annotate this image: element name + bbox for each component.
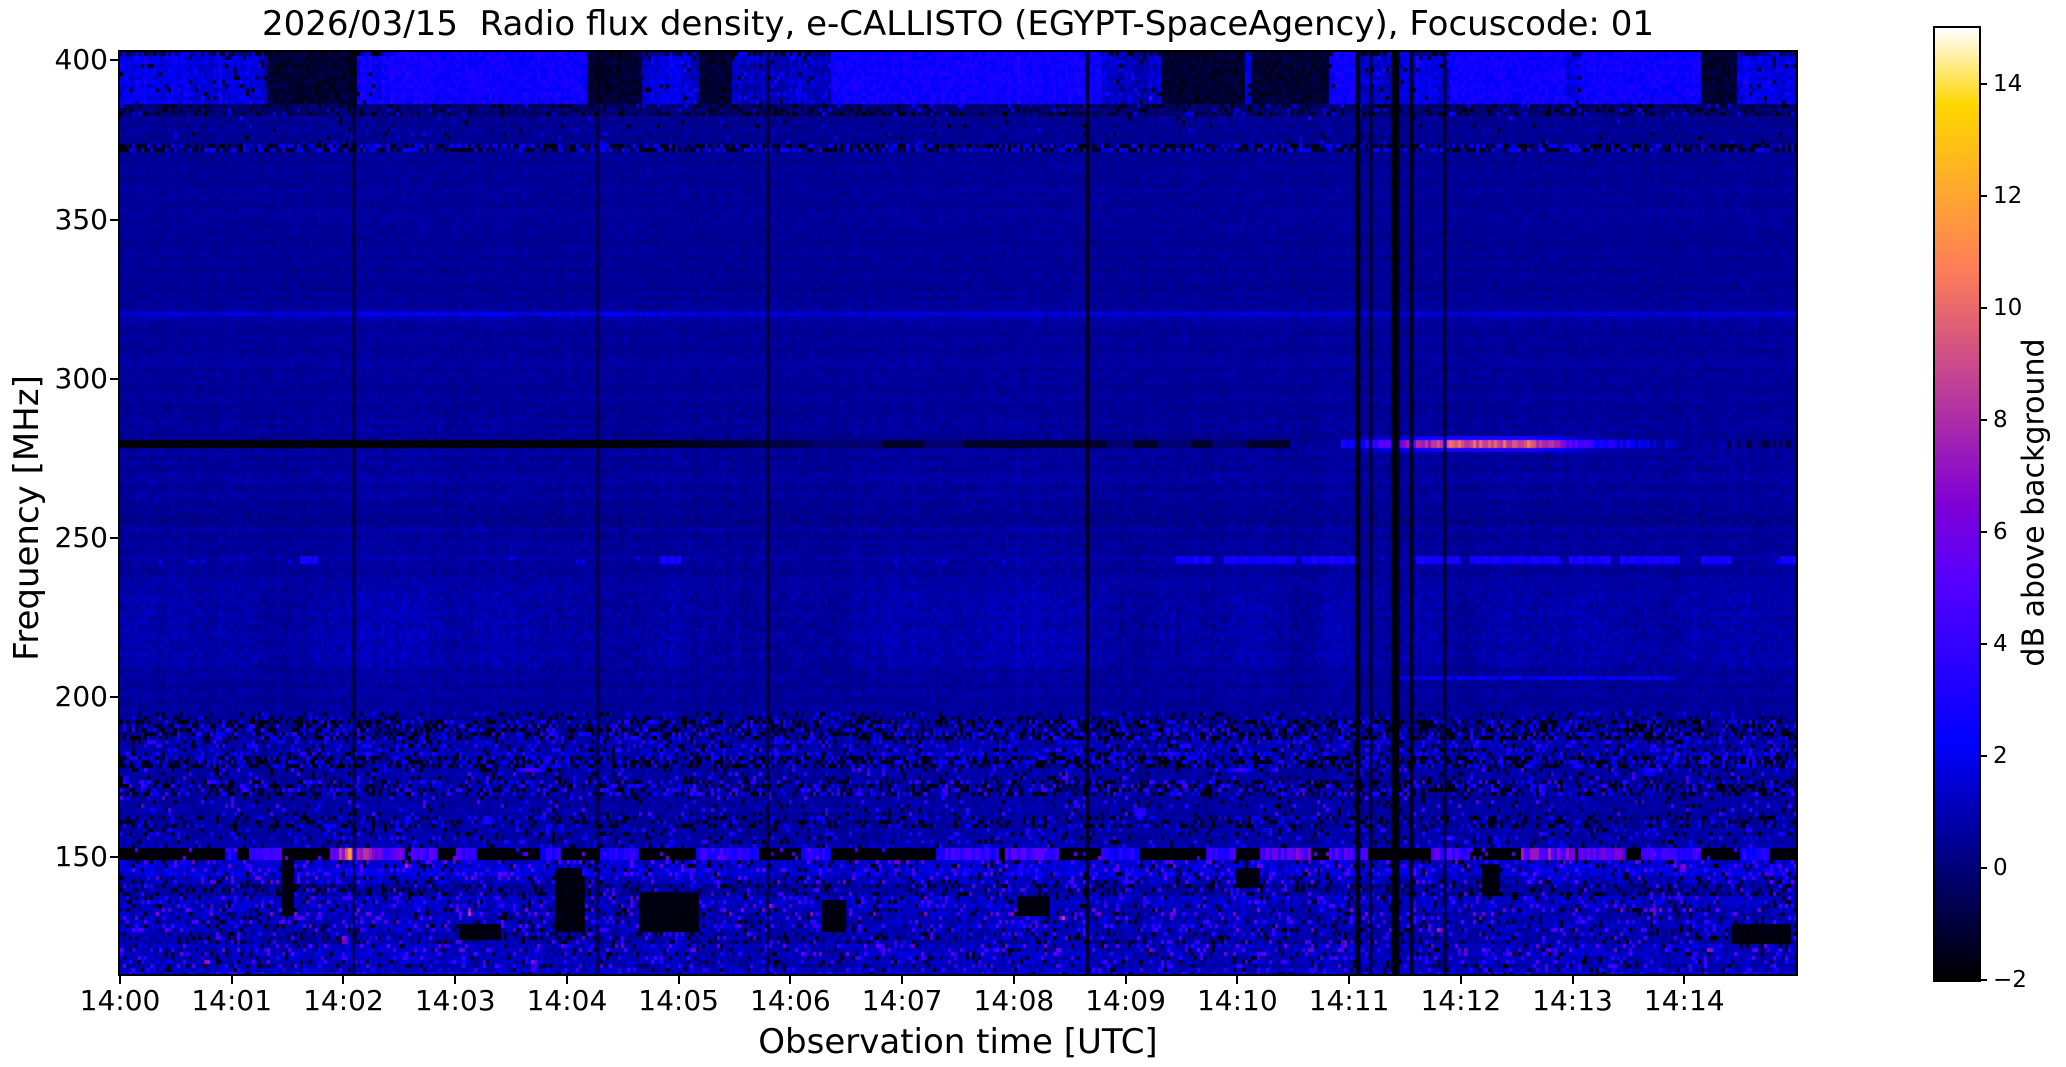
x-tick-label: 14:12 — [1420, 984, 1502, 1017]
x-tick-mark — [342, 974, 345, 984]
x-tick-label: 14:01 — [191, 984, 273, 1017]
y-tick-label: 250 — [54, 521, 108, 555]
x-tick-mark — [119, 974, 121, 984]
y-tick-mark — [110, 696, 120, 699]
x-tick-mark — [1459, 974, 1462, 984]
y-tick-mark — [110, 537, 120, 540]
x-tick-label: 14:03 — [414, 984, 496, 1017]
x-tick-label: 14:00 — [79, 984, 161, 1017]
x-tick-label: 14:13 — [1532, 984, 1613, 1017]
colorbar-tick-mark — [1979, 531, 1987, 533]
y-tick-mark — [110, 377, 120, 380]
y-tick-label: 400 — [54, 43, 108, 77]
colorbar-tick-label: 0 — [1993, 855, 2008, 881]
y-tick-mark — [110, 59, 120, 62]
x-tick-label: 14:07 — [861, 984, 943, 1017]
colorbar-tick-label: 4 — [1993, 631, 2008, 657]
x-tick-label: 14:10 — [1196, 984, 1278, 1017]
x-tick-mark — [454, 974, 457, 984]
x-tick-label: 14:05 — [638, 984, 719, 1017]
colorbar-tick-mark — [1979, 307, 1987, 309]
y-tick-label: 150 — [54, 839, 108, 873]
colorbar-tick-mark — [1979, 979, 1987, 981]
colorbar-tick-label: 14 — [1993, 71, 2023, 97]
colorbar-canvas — [1935, 28, 1979, 980]
chart-title: 2026/03/15 Radio flux density, e-CALLIST… — [262, 4, 1654, 44]
x-tick-mark — [901, 974, 904, 984]
x-tick-mark — [789, 974, 792, 984]
x-axis-label: Observation time [UTC] — [758, 1022, 1158, 1062]
x-tick-label: 14:11 — [1308, 984, 1390, 1017]
colorbar-tick-mark — [1979, 643, 1987, 645]
x-tick-label: 14:06 — [750, 984, 831, 1017]
colorbar-tick-label: 8 — [1993, 407, 2008, 433]
spectrogram-canvas — [120, 52, 1796, 974]
colorbar-tick-mark — [1979, 755, 1987, 757]
x-tick-mark — [1012, 974, 1015, 984]
colorbar-tick-label: 10 — [1993, 295, 2023, 321]
x-tick-mark — [1236, 974, 1239, 984]
y-tick-label: 200 — [54, 680, 108, 714]
y-tick-mark — [110, 855, 120, 858]
x-tick-mark — [1571, 974, 1574, 984]
colorbar-tick-mark — [1979, 83, 1987, 85]
x-tick-mark — [230, 974, 233, 984]
x-tick-mark — [1348, 974, 1351, 984]
y-tick-label: 300 — [54, 361, 108, 395]
y-tick-label: 350 — [54, 202, 108, 236]
colorbar — [1933, 26, 1981, 982]
x-tick-label: 14:02 — [303, 984, 384, 1017]
x-tick-mark — [565, 974, 568, 984]
colorbar-tick-mark — [1979, 195, 1987, 197]
colorbar-tick-label: 2 — [1993, 743, 2008, 769]
x-tick-mark — [1124, 974, 1127, 984]
colorbar-tick-label: 12 — [1993, 183, 2023, 209]
x-tick-label: 14:04 — [526, 984, 608, 1017]
x-tick-mark — [1683, 974, 1686, 984]
spectrogram-plot-area — [118, 50, 1798, 976]
x-tick-label: 14:09 — [1085, 984, 1166, 1017]
colorbar-tick-mark — [1979, 867, 1987, 869]
colorbar-tick-label: 6 — [1993, 519, 2008, 545]
colorbar-tick-mark — [1979, 419, 1987, 421]
y-tick-mark — [110, 218, 120, 221]
x-tick-mark — [677, 974, 680, 984]
colorbar-tick-label: −2 — [1993, 967, 2027, 993]
x-tick-label: 14:08 — [973, 984, 1055, 1017]
x-tick-label: 14:14 — [1643, 984, 1725, 1017]
